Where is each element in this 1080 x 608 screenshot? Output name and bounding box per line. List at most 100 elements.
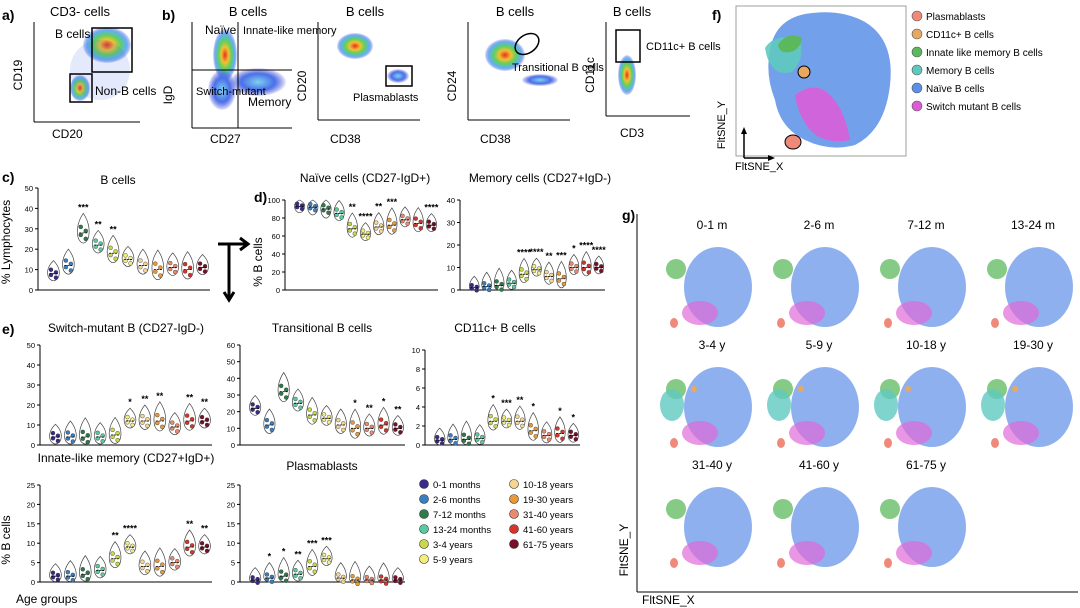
data-point <box>533 434 538 439</box>
data-point <box>138 258 143 263</box>
violin <box>373 212 385 236</box>
data-point <box>533 426 538 432</box>
y-tick-label: 20 <box>227 408 235 417</box>
switch-cloud <box>896 301 932 325</box>
data-point <box>549 278 554 284</box>
legend-label: Naïve B cells <box>926 84 984 95</box>
data-point <box>336 417 341 423</box>
legend-swatch <box>419 524 429 534</box>
data-point <box>347 221 353 227</box>
y-tick-label: 10 <box>27 539 35 548</box>
data-point <box>519 267 524 272</box>
violin <box>346 212 358 238</box>
data-point <box>189 550 195 555</box>
violin <box>391 415 404 436</box>
data-point <box>493 424 498 429</box>
data-point <box>175 564 180 570</box>
data-point <box>434 434 440 440</box>
violin <box>474 424 486 445</box>
y-tick-label: 50 <box>25 184 33 193</box>
switch-cloud <box>896 421 932 445</box>
data-point <box>511 284 517 290</box>
significance-mark: * <box>491 394 495 404</box>
innate-memory-cluster <box>778 35 802 53</box>
panel-letter: d) <box>254 189 267 205</box>
x-label: CD27 <box>210 132 241 146</box>
violin <box>540 421 553 444</box>
gate-non-b <box>69 73 93 103</box>
data-point <box>469 286 474 291</box>
violin <box>64 420 77 445</box>
data-point <box>326 420 332 425</box>
panel-letter: b) <box>162 7 175 23</box>
data-point <box>560 436 565 441</box>
y-tick-label: 100 <box>267 196 280 205</box>
data-point <box>170 426 175 431</box>
density-halo <box>70 40 130 100</box>
density-memory <box>230 68 286 96</box>
significance-mark: **** <box>579 241 594 251</box>
data-point <box>170 420 175 425</box>
significance-mark: ** <box>112 531 120 541</box>
plasmablast-cloud <box>670 438 678 448</box>
data-point <box>264 417 270 423</box>
significance-mark: *** <box>501 398 512 408</box>
panel-b-cd11c: B cells CD11c+ B cells CD11c CD3 <box>583 4 721 140</box>
cd11c-cloud <box>691 386 697 392</box>
gate-b-cells <box>91 27 133 73</box>
violin <box>320 405 333 426</box>
violin <box>391 567 404 583</box>
data-point <box>115 561 120 567</box>
plasmablast-cloud <box>991 438 999 448</box>
data-point <box>110 427 115 433</box>
violin <box>79 555 92 582</box>
switch-cloud <box>789 541 825 565</box>
violin <box>481 271 492 291</box>
data-point <box>360 228 366 233</box>
map-title: 2-6 m <box>804 218 835 232</box>
violin <box>543 261 555 285</box>
arrow-head-x <box>768 155 775 161</box>
violin <box>294 199 306 214</box>
significance-mark: * <box>282 547 286 557</box>
y-tick-label: 10 <box>412 346 420 355</box>
violin <box>93 555 107 579</box>
significance-mark: ** <box>516 395 524 405</box>
data-point <box>568 429 574 434</box>
data-point <box>123 253 128 258</box>
data-point <box>293 396 298 402</box>
data-point <box>145 569 150 574</box>
gate-label: B cells <box>55 27 90 41</box>
data-point <box>393 578 398 584</box>
data-point <box>80 567 85 572</box>
data-point <box>184 539 190 545</box>
x-label: FltSNE_X <box>642 593 695 607</box>
violin <box>359 222 372 241</box>
data-point <box>573 437 579 442</box>
violin <box>349 560 362 583</box>
age-legend: 0-1 months 2-6 months 7-12 months 13-24 mon… <box>419 479 573 566</box>
legend-label: Plasmablasts <box>926 12 985 23</box>
density-switch <box>208 70 236 110</box>
y-tick-label: 20 <box>227 500 235 509</box>
panel-letter: g) <box>622 207 635 223</box>
cd11c-cloud <box>1012 386 1018 392</box>
x-label: FltSNE_X <box>735 161 784 173</box>
data-point <box>269 427 275 433</box>
data-point <box>439 441 445 446</box>
panel-title: B cells <box>100 173 135 187</box>
data-point <box>197 261 203 266</box>
data-point <box>83 236 88 242</box>
violin <box>334 408 347 434</box>
legend-swatch <box>419 539 429 549</box>
y-label: CD11c <box>583 57 597 93</box>
significance-mark: * <box>268 552 272 562</box>
data-point <box>350 420 355 425</box>
plasmablast-cloud <box>884 318 892 328</box>
legend-label: 7-12 months <box>433 510 486 521</box>
data-point <box>255 580 260 585</box>
legend-swatch <box>509 539 519 549</box>
map-title: 61-75 y <box>906 458 946 472</box>
violin <box>487 403 499 431</box>
